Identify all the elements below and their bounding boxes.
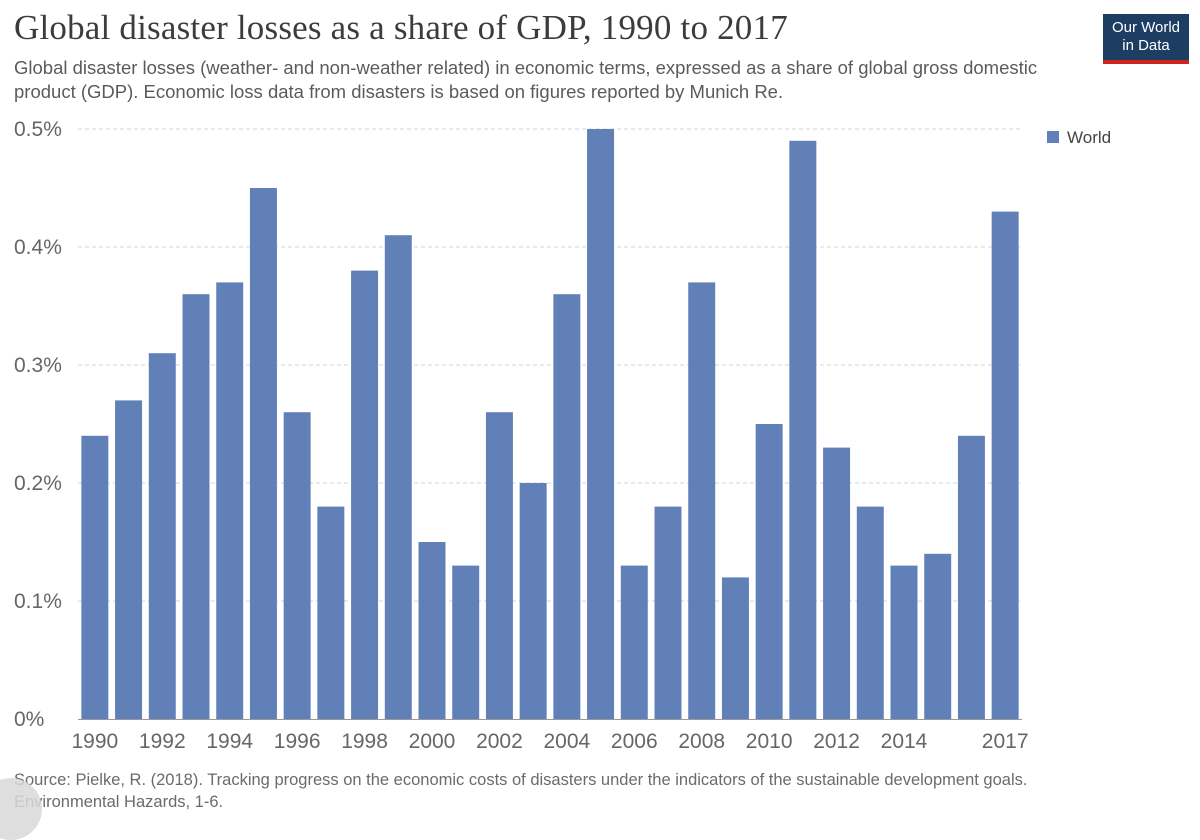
y-tick-label: 0.1% [14,590,62,613]
x-tick-label: 1992 [139,730,186,753]
legend-label-world: World [1067,128,1111,147]
x-tick-label: 1994 [206,730,253,753]
bar-2010 [755,424,783,719]
bar-1996 [283,412,311,719]
bar-1993 [182,294,210,719]
bar-1997 [317,506,345,719]
bar-2016 [957,435,985,719]
source-line-2: Environmental Hazards, 1-6. [14,793,224,811]
x-tick-label: 2006 [611,730,658,753]
bar-1992 [148,353,176,719]
bar-2000 [418,542,446,719]
logo-line-1: Our World [1111,19,1181,36]
legend-swatch-world [1047,131,1059,143]
x-tick-label: 2000 [409,730,456,753]
y-tick-label: 0.3% [14,354,62,377]
bar-1991 [115,400,143,719]
logo-line-2: in Data [1122,37,1170,54]
x-tick-label: 2008 [678,730,725,753]
bar-2017 [991,211,1019,719]
bar-1995 [249,188,277,719]
bar-2013 [856,506,884,719]
bar-2015 [924,553,952,719]
chart-subtitle: Global disaster losses (weather- and non… [14,57,1038,102]
bar-chart: 0% 0.1% 0.2% 0.3% 0.4% 0.5% 1990 1992 1994 1996 19… [14,118,1111,753]
x-tick-label: 2012 [813,730,860,753]
bar-1999 [384,235,412,719]
bar-2005 [587,129,615,719]
y-tick-label: 0.4% [14,236,62,259]
y-tick-label: 0.5% [14,118,62,141]
x-tick-label: 1996 [274,730,321,753]
bar-2008 [688,282,716,719]
x-tick-label: 2014 [881,730,928,753]
x-tick-label: 2017 [982,730,1029,753]
bar-1998 [351,270,379,719]
owid-logo[interactable]: Our World in Data [1103,14,1189,64]
x-tick-label: 2010 [746,730,793,753]
bar-2011 [789,140,817,720]
bar-2006 [620,565,648,719]
bar-2004 [553,294,581,719]
x-tick-label: 1990 [71,730,118,753]
x-tick-label: 2002 [476,730,523,753]
bar-2012 [823,447,851,719]
y-tick-label: 0.2% [14,472,62,495]
source-note: Source: Pielke, R. (2018). Tracking prog… [14,769,1184,813]
bar-1994 [216,282,244,719]
chart-title: Global disaster losses as a share of GDP… [14,8,788,47]
y-tick-label: 0% [14,708,44,731]
bar-2007 [654,506,682,719]
bar-2002 [485,412,513,719]
x-tick-label: 1998 [341,730,388,753]
bar-1990 [81,435,109,719]
bar-2001 [452,565,480,719]
bar-2003 [519,483,547,719]
x-tick-label: 2004 [543,730,590,753]
bar-2009 [721,577,749,719]
bar-2014 [890,565,918,719]
source-line-1: Source: Pielke, R. (2018). Tracking prog… [14,771,1028,789]
